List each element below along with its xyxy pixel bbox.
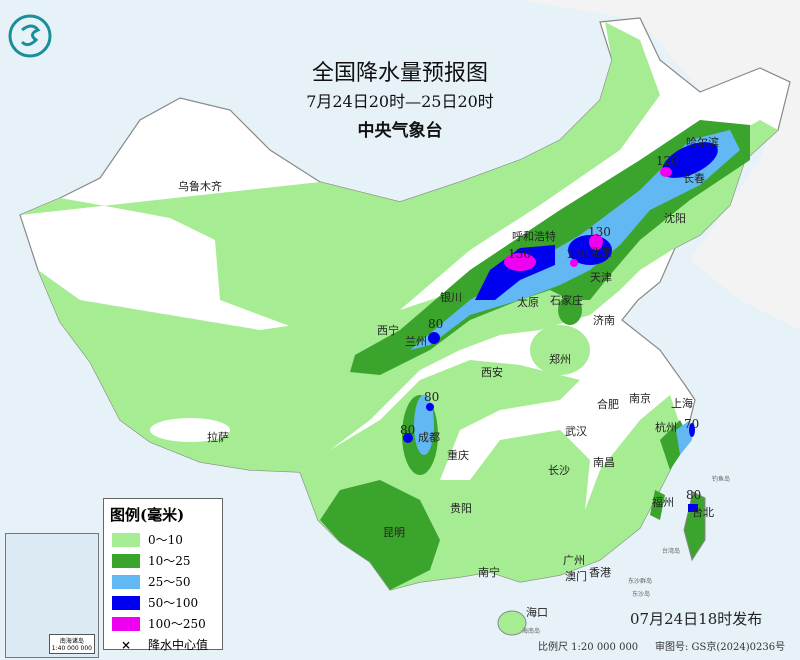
legend-label: 100～250 [148,617,206,631]
legend-item: 0～10 [112,529,222,550]
city-label: 太原 [517,296,539,309]
city-label: 沈阳 [664,211,686,225]
map-title: 全国降水量预报图 [311,61,488,86]
city-label: 海口 [526,605,548,619]
city-label: 广州 [563,554,585,567]
rain-center-value: 80 [686,488,701,502]
legend-swatch [112,574,140,589]
city-label: 西宁 [377,323,399,337]
city-label: 拉萨 [207,430,229,444]
rain-center-value: 130 [566,247,589,261]
cma-logo [8,14,52,58]
rain-100-250 [504,167,672,271]
inset-title: 南海诸岛 [59,638,84,645]
city-label: 南宁 [478,565,500,579]
sea-labels: 东沙群岛 东沙岛 台湾岛 钓鱼岛 海南岛 [522,475,730,635]
rain-center-marker-icon: × [120,637,132,652]
inset-caption: 南海诸岛 1:40 000 000 [48,634,95,654]
legend-swatch [112,595,140,610]
legend-item: 10～25 [112,550,222,571]
south-china-sea-inset: 南海诸岛 1:40 000 000 [5,533,99,658]
legend-label: 25～50 [148,575,191,589]
city-label: 重庆 [447,448,469,462]
rain-center-value: 70 [684,417,699,431]
legend-item: × 降水中心值 [112,634,222,655]
legend-label: 50～100 [148,596,199,610]
legend-label: 降水中心值 [148,638,209,652]
rain-center-value: 120 [656,154,679,168]
city-label: 乌鲁木齐 [178,179,222,193]
sea-label: 台湾岛 [662,547,680,555]
sea-label: 海南岛 [522,627,540,635]
rain-center-value: 80 [424,390,439,404]
issued-time: 07月24日18时发布 [630,610,763,628]
legend-title: 图例(毫米) [110,506,185,524]
city-label: 杭州 [655,420,677,434]
city-label: 南昌 [593,456,615,469]
city-label: 香港 [589,566,611,579]
rain-center-values: 120 130 130 130 80 80 80 70 80 [400,154,701,502]
rain-center-value: 80 [428,317,443,331]
legend-swatch [112,532,140,547]
legend-swatch [112,616,140,631]
city-label: 成都 [418,431,440,444]
city-label: 合肥 [597,397,619,411]
rain-center-value: 130 [508,247,531,261]
city-label: 西安 [481,365,503,379]
rain-center-value: 130 [588,225,611,239]
city-label: 长沙 [548,464,570,477]
city-label: 澳门 [565,569,587,583]
city-label: 银川 [440,290,462,304]
agency-name: 中央气象台 [357,121,443,141]
city-label: 台北 [692,505,714,519]
legend-item: 50～100 [112,592,222,613]
city-label: 哈尔滨 [686,135,719,149]
city-label: 天津 [590,271,612,284]
city-label: 上海 [671,396,693,410]
legend-item: 25～50 [112,571,222,592]
city-label: 昆明 [383,526,405,539]
city-label: 郑州 [549,352,571,366]
legend-label: 0～10 [148,533,183,547]
sea-label: 东沙群岛 [628,577,652,585]
legend-item: 100～250 [112,613,222,634]
city-label: 济南 [593,313,615,327]
city-label: 长春 [683,172,705,185]
inset-scale: 1:40 000 000 [51,645,92,652]
sea-label: 钓鱼岛 [712,475,730,483]
map-approval-number: 审图号: GS京(2024)0236号 [655,642,786,653]
city-label: 福州 [652,495,674,509]
forecast-period: 7月24日20时—25日20时 [306,92,494,111]
city-label: 北京 [590,245,612,259]
hainan-land [497,610,527,636]
legend: 图例(毫米) 0～10 10～25 25～50 50～100 100～250 ×… [103,498,223,652]
city-label: 武汉 [565,425,587,438]
city-labels: 乌鲁木齐 呼和浩特 哈尔滨 长春 沈阳 北京 天津 石家庄 太原 银川 西宁 兰… [178,135,719,619]
city-label: 南京 [629,391,651,405]
legend-label: 10～25 [148,554,191,568]
city-label: 贵阳 [450,502,472,515]
rain-center-value: 80 [400,423,415,437]
map-scale: 比例尺 1:20 000 000 [538,642,639,653]
city-label: 兰州 [405,335,427,348]
sea-label: 东沙岛 [632,590,650,598]
city-label: 石家庄 [550,293,583,307]
city-label: 呼和浩特 [512,229,556,243]
legend-swatch [112,553,140,568]
